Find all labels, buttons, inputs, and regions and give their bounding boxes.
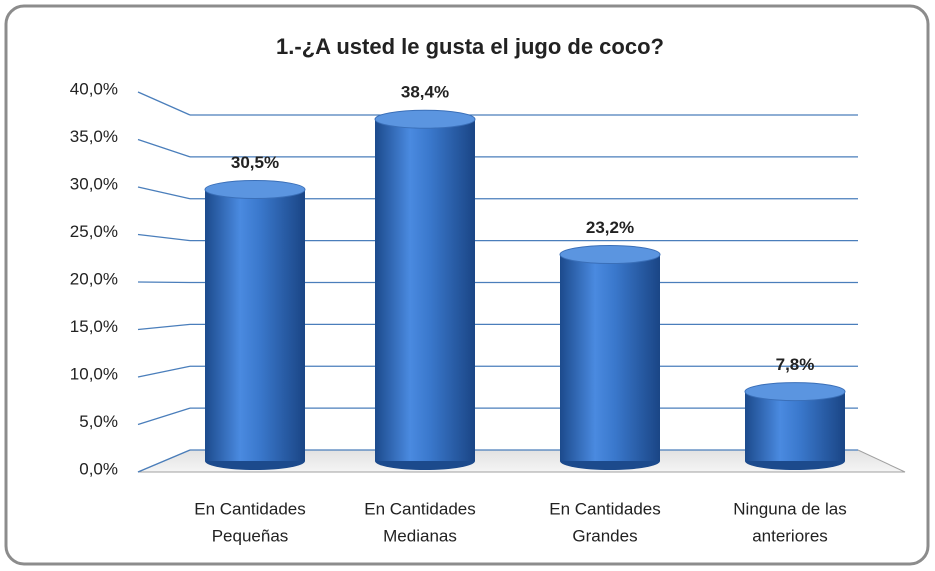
bar-top bbox=[559, 245, 661, 265]
grid-line-side bbox=[137, 449, 191, 473]
x-tick-label: Ninguna de las bbox=[733, 499, 846, 518]
bar-body bbox=[205, 189, 305, 462]
y-tick-label: 5,0% bbox=[79, 412, 118, 431]
chart-title: 1.-¿A usted le gusta el jugo de coco? bbox=[276, 34, 664, 59]
x-tick-label: Medianas bbox=[383, 526, 457, 545]
grid-line-side bbox=[137, 281, 191, 284]
grid-line-side bbox=[137, 233, 191, 242]
y-tick-label: 35,0% bbox=[70, 127, 118, 146]
bar bbox=[744, 382, 846, 470]
grid-line-side bbox=[137, 91, 191, 116]
value-label: 7,8% bbox=[776, 355, 815, 374]
bar-top bbox=[204, 180, 306, 200]
bar-body bbox=[560, 254, 660, 461]
grid-line-side bbox=[137, 407, 191, 426]
bar-top bbox=[374, 109, 476, 129]
grid-line-side bbox=[137, 138, 191, 158]
x-tick-label: En Cantidades bbox=[194, 499, 306, 518]
value-label: 30,5% bbox=[231, 153, 279, 172]
y-tick-label: 10,0% bbox=[70, 364, 118, 383]
value-label: 38,4% bbox=[401, 83, 449, 102]
grid-line-side bbox=[137, 323, 191, 331]
grid-line-side bbox=[137, 365, 191, 378]
x-tick-label: Pequeñas bbox=[212, 526, 289, 545]
bar-body bbox=[745, 391, 845, 461]
x-tick-label: En Cantidades bbox=[364, 499, 476, 518]
y-tick-label: 25,0% bbox=[70, 222, 118, 241]
x-tick-label: En Cantidades bbox=[549, 499, 661, 518]
x-tick-label: Grandes bbox=[572, 526, 637, 545]
bar-body bbox=[375, 119, 475, 462]
y-tick-label: 20,0% bbox=[70, 269, 118, 288]
value-label: 23,2% bbox=[586, 218, 634, 237]
y-tick-label: 30,0% bbox=[70, 174, 118, 193]
grid-line bbox=[137, 91, 858, 116]
grid-line bbox=[137, 138, 858, 158]
y-tick-label: 40,0% bbox=[70, 79, 118, 98]
bar bbox=[204, 180, 306, 470]
bar bbox=[559, 245, 661, 470]
x-tick-label: anteriores bbox=[752, 526, 828, 545]
bar-top bbox=[744, 382, 846, 402]
grid-line-side bbox=[137, 186, 191, 200]
y-tick-label: 15,0% bbox=[70, 317, 118, 336]
y-tick-label: 0,0% bbox=[79, 459, 118, 478]
bar bbox=[374, 109, 476, 470]
